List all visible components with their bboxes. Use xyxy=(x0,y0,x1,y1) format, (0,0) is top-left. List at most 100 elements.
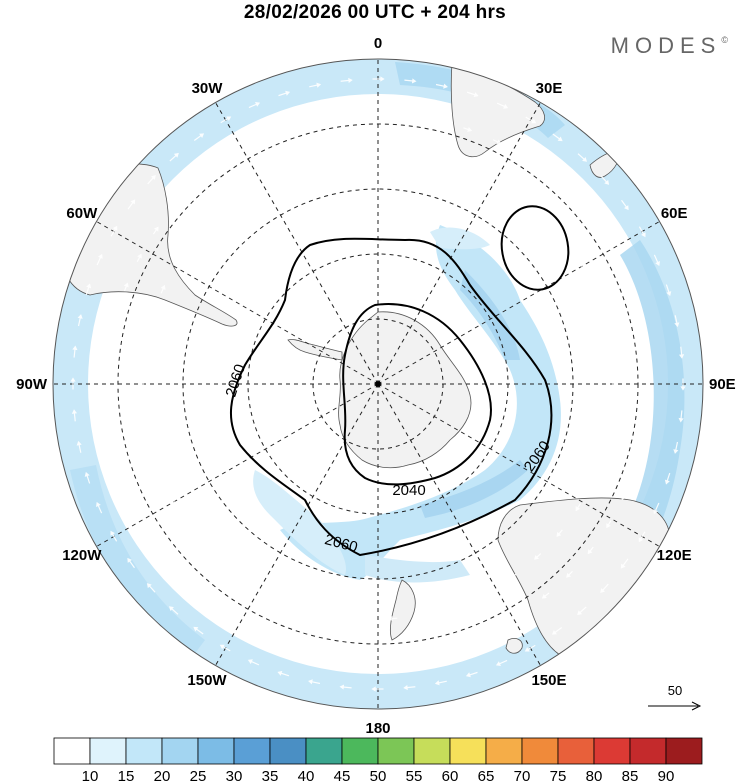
wind-vector xyxy=(330,647,340,654)
wind-vector xyxy=(419,611,430,617)
meridian-line xyxy=(377,383,660,547)
wind-vector xyxy=(239,188,248,195)
wind-vector xyxy=(674,315,680,328)
colorbar-label: 40 xyxy=(298,768,315,782)
wind-vector xyxy=(510,189,519,196)
wind-vector xyxy=(566,570,573,578)
wind-vector xyxy=(495,659,508,666)
wind-vector xyxy=(219,644,231,652)
wind-vector xyxy=(432,118,442,124)
wind-vector xyxy=(136,253,142,262)
wind-vector xyxy=(324,611,334,617)
map-title: 28/02/2026 00 UTC + 204 hrs xyxy=(243,2,507,23)
wind-vector xyxy=(465,671,478,678)
colorbar-swatch xyxy=(665,737,703,765)
wind-vector xyxy=(214,598,222,605)
wind-vector xyxy=(309,82,322,88)
wind-vector xyxy=(299,640,309,646)
wind-vector xyxy=(296,159,305,165)
wind-vector xyxy=(664,472,671,485)
wind-vector xyxy=(541,592,550,599)
colorbar-swatch xyxy=(521,737,559,765)
wind-vector xyxy=(240,616,249,622)
wind-vector xyxy=(147,174,156,185)
colorbar-swatch xyxy=(161,737,199,765)
wind-vector xyxy=(587,546,594,555)
wind-vector xyxy=(466,91,479,98)
height-contours xyxy=(229,205,570,557)
wind-vector xyxy=(123,282,129,292)
wind-vector xyxy=(609,245,615,254)
wind-vector xyxy=(160,284,166,294)
wind-vector xyxy=(340,77,353,84)
wind-vector xyxy=(570,194,578,202)
colorbar-swatch xyxy=(89,737,127,765)
wind-patch-west xyxy=(253,470,346,575)
wind-vector xyxy=(552,133,563,142)
colorbar-label: 25 xyxy=(190,768,207,782)
wind-vector xyxy=(610,380,616,390)
wind-vector xyxy=(106,407,113,418)
contour-high-cell xyxy=(500,205,570,291)
colorbar-swatch xyxy=(341,737,379,765)
map-boundary xyxy=(52,58,704,710)
longitude-label: 60W xyxy=(66,205,98,222)
wind-vector xyxy=(174,500,180,510)
wind-vector xyxy=(219,159,228,166)
wind-vector xyxy=(644,398,650,409)
longitude-label: 60E xyxy=(661,205,688,222)
wind-vector xyxy=(600,583,609,594)
wind-vector xyxy=(600,175,610,185)
longitude-label: 30W xyxy=(192,80,224,97)
longitude-label: 180 xyxy=(365,720,390,737)
wind-vector xyxy=(72,345,78,358)
meridian-line xyxy=(377,383,541,666)
wind-vector xyxy=(264,589,273,595)
wind-vector xyxy=(140,378,146,388)
wind-vector xyxy=(463,126,473,132)
wind-vector xyxy=(149,314,155,324)
wind-vector xyxy=(602,317,608,327)
wind-vector xyxy=(113,312,119,322)
wind-vector xyxy=(194,179,202,186)
wind-vector xyxy=(246,143,255,149)
wind-vector xyxy=(127,557,135,569)
wind-vector xyxy=(213,551,221,559)
wind-vector xyxy=(110,530,118,542)
wind-vector xyxy=(404,78,417,84)
wind-vector xyxy=(591,218,598,227)
wind-patch-south xyxy=(365,555,470,583)
wind-vector xyxy=(525,116,537,124)
contour-2040 xyxy=(342,303,492,486)
wind-vector xyxy=(121,470,127,480)
longitude-label: 90W xyxy=(16,376,48,393)
copyright-mark: © xyxy=(721,35,728,45)
longitude-label: 0 xyxy=(374,35,382,52)
wind-vector xyxy=(96,253,103,266)
colorbar-swatch xyxy=(485,737,523,765)
wind-vector xyxy=(591,287,597,296)
colorbar-label: 65 xyxy=(478,768,495,782)
wind-vector xyxy=(326,151,337,157)
wind-vector xyxy=(638,531,646,543)
graticule-meridians xyxy=(53,59,703,709)
longitude-label: 30E xyxy=(536,80,563,97)
colorbar-label: 90 xyxy=(658,768,675,782)
wind-vector xyxy=(388,615,398,622)
wind-vector xyxy=(400,112,410,119)
colorbar-label: 20 xyxy=(154,768,171,782)
wind-vector xyxy=(110,225,118,237)
south-pole-marker xyxy=(375,381,381,387)
longitude-label: 150E xyxy=(531,672,566,689)
wind-vector xyxy=(169,152,179,162)
wind-vector xyxy=(247,659,260,666)
colorbar-swatch xyxy=(449,737,487,765)
new-zealand xyxy=(389,579,416,641)
wind-vector xyxy=(107,344,113,354)
wind-vector xyxy=(305,120,315,126)
wind-vector xyxy=(515,611,524,617)
colorbar-swatch xyxy=(377,737,415,765)
colorbar-swatch xyxy=(593,737,631,765)
wind-vector xyxy=(127,199,136,210)
